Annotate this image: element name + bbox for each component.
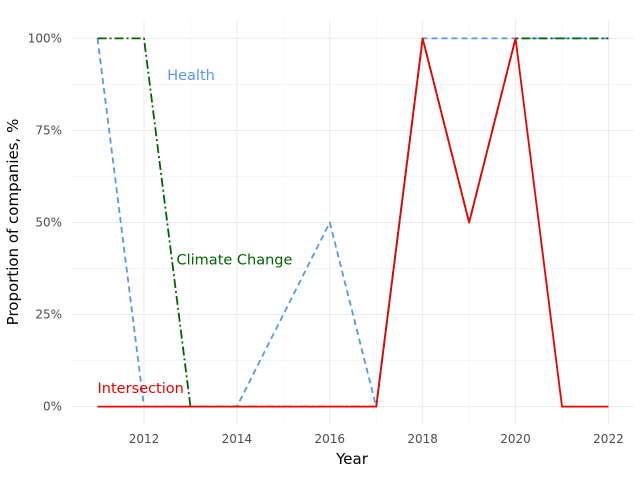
series-label-health: Health <box>167 68 215 84</box>
series-labels: Health Climate Change Intersection <box>98 68 293 397</box>
y-tick-label: 100% <box>28 31 62 45</box>
x-tick-label: 2018 <box>407 432 438 446</box>
axis-ticks: 2012 2014 2016 2018 2020 2022 0% 25% 50% 75% 100% <box>28 31 624 446</box>
x-tick-label: 2016 <box>315 432 346 446</box>
y-tick-label: 75% <box>35 123 62 137</box>
x-axis-title: Year <box>335 450 369 468</box>
series-lines <box>96 37 609 408</box>
y-tick-label: 50% <box>35 216 62 230</box>
x-tick-label: 2020 <box>500 432 531 446</box>
grid <box>72 20 634 425</box>
series-line-intersection <box>97 37 609 408</box>
y-tick-label: 0% <box>43 400 62 414</box>
x-tick-label: 2012 <box>129 432 160 446</box>
y-axis-title: Proportion of companies, % <box>4 119 22 326</box>
x-tick-label: 2022 <box>593 432 624 446</box>
series-label-intersection: Intersection <box>98 381 184 397</box>
y-tick-label: 25% <box>35 308 62 322</box>
x-tick-label: 2014 <box>222 432 253 446</box>
series-label-climate-change: Climate Change <box>177 252 293 268</box>
